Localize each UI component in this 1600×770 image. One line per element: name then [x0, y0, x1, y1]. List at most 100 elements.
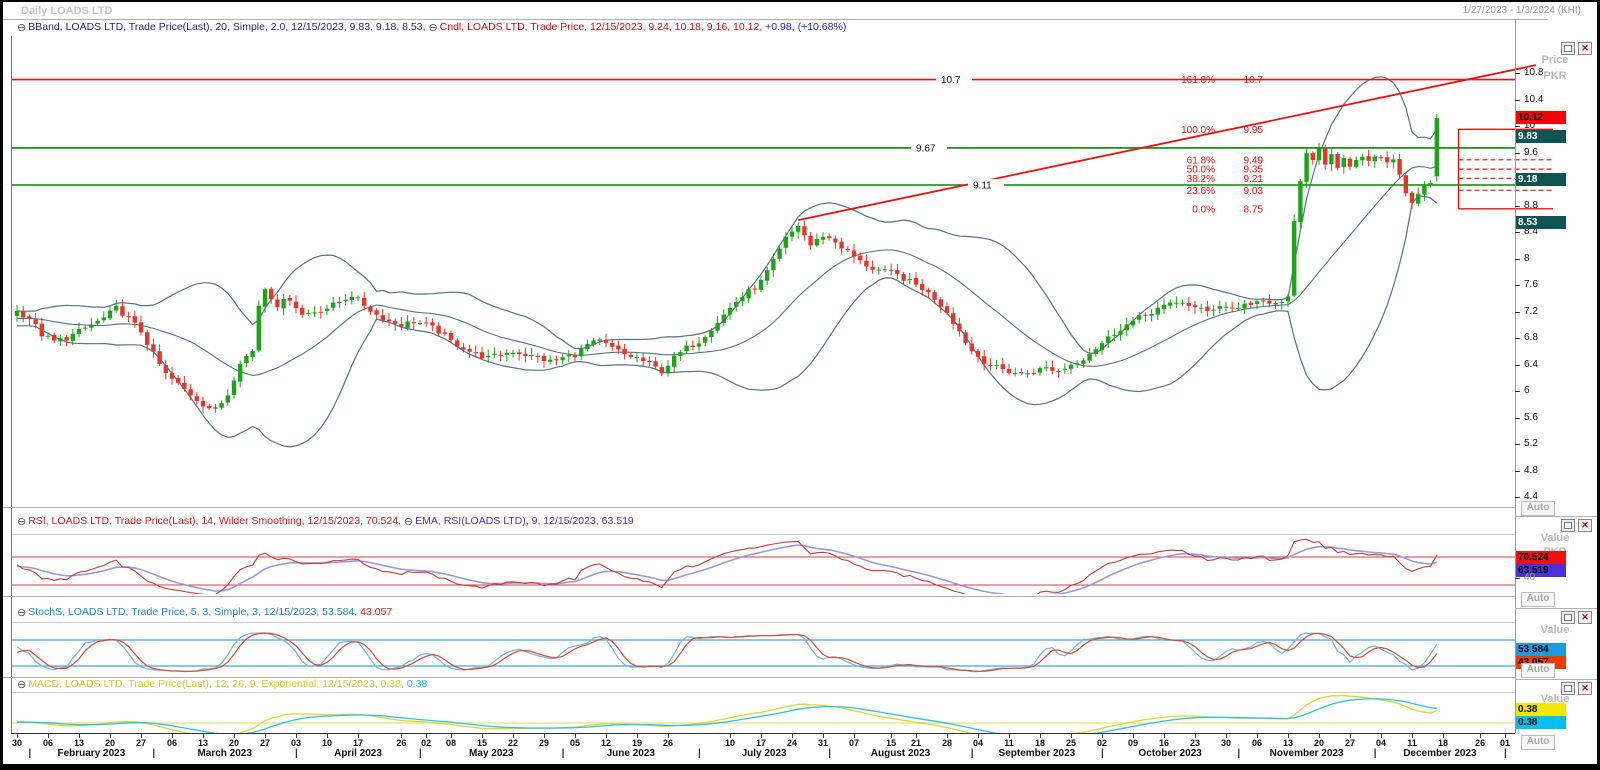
- titlebar-divider: [3, 19, 1548, 20]
- rsi-axis-auto-button[interactable]: Auto: [1521, 592, 1555, 607]
- x-axis-week-label: 21: [910, 738, 921, 748]
- x-axis-auto-button[interactable]: Auto: [1521, 735, 1555, 750]
- x-axis-tick-mark: [482, 734, 483, 738]
- date-range-label: 1/27/2023 - 1/3/2024 (KHI): [1462, 5, 1581, 16]
- x-axis-week-label: 18: [1437, 738, 1448, 748]
- x-axis-tick-mark: [141, 734, 142, 738]
- bband-upper-badge: 9.83: [1516, 130, 1566, 144]
- svg-text:61.8%: 61.8%: [1187, 155, 1215, 166]
- change-legend-label: +0.98, (+10.68%): [765, 21, 847, 33]
- x-axis-month-separator: |: [561, 748, 565, 759]
- x-axis-tick-mark: [1288, 734, 1289, 738]
- candle-legend-label[interactable]: Cndl, LOADS LTD, Trade Price, 12/15/2023…: [439, 21, 763, 33]
- x-axis-week-label: 01: [1499, 738, 1510, 748]
- x-axis-tick-mark: [1480, 734, 1482, 738]
- rsi-ema-legend-label[interactable]: EMA, RSI(LOADS LTD), 9, 12/15/2023, 63.5…: [415, 515, 634, 527]
- x-axis-month-label: September 2023: [998, 748, 1076, 759]
- x-axis-tick-mark: [1443, 734, 1444, 738]
- stoch-k-badge: 53.584: [1516, 643, 1566, 656]
- price-panel-restore-button[interactable]: [1561, 42, 1575, 55]
- price-tick-dash: [1515, 470, 1520, 472]
- stoch-chart-svg[interactable]: [11, 622, 1515, 676]
- macd-panel-restore-button[interactable]: [1561, 682, 1575, 695]
- price-tick-dash: [1515, 205, 1520, 207]
- svg-text:50.0%: 50.0%: [1187, 165, 1215, 176]
- x-axis-month-label: May 2023: [469, 748, 514, 759]
- x-axis-week-label: 17: [352, 738, 363, 748]
- x-axis-week-label: 27: [259, 738, 270, 748]
- stoch-axis-auto-button[interactable]: Auto: [1521, 663, 1555, 678]
- x-axis-week-label: 09: [1127, 738, 1138, 748]
- price-tick-dash: [1515, 364, 1520, 366]
- last-price-badge: 10.12: [1516, 111, 1566, 125]
- x-axis-week-label: 26: [396, 738, 407, 748]
- x-axis-week-label: 11: [1004, 738, 1014, 748]
- macd-panel-close-button[interactable]: ✕: [1578, 682, 1592, 695]
- stoch-legend: ⊖ StochS, LOADS LTD, Trade Price, 5, 3, S…: [17, 606, 392, 619]
- rsi-legend-label[interactable]: RSI, LOADS LTD, Trade Price(Last), 14, W…: [28, 515, 401, 527]
- x-axis-tick-mark: [637, 734, 638, 738]
- x-axis-tick-mark: [978, 734, 979, 738]
- collapse-macd-icon[interactable]: ⊖: [17, 679, 27, 691]
- stoch-d-legend-label: 43.057: [360, 606, 393, 618]
- x-axis-tick-mark: [79, 734, 80, 738]
- macd-chart-svg[interactable]: [11, 692, 1515, 733]
- x-axis-tick-mark: [1133, 734, 1134, 738]
- x-axis-week-label: 28: [941, 738, 952, 748]
- rsi-stoch-divider: [3, 596, 1515, 597]
- x-axis-month-separator: |: [828, 748, 831, 759]
- x-axis-tick-mark: [947, 734, 948, 738]
- main-legend: ⊖ BBand, LOADS LTD, Trade Price(Last), 20…: [17, 21, 846, 34]
- svg-text:9.35: 9.35: [1244, 165, 1264, 176]
- macd-signal-legend-label: 0.38: [406, 678, 428, 690]
- price-axis-auto-button[interactable]: Auto: [1521, 501, 1555, 516]
- x-axis-week-label: 02: [421, 738, 432, 748]
- price-tick-label: 8.8: [1524, 199, 1538, 211]
- x-axis-month-separator: |: [419, 748, 422, 759]
- x-axis-week-label: 30: [1220, 738, 1231, 748]
- x-axis-month-label: August 2023: [870, 748, 931, 759]
- rsi-legend: ⊖ RSI, LOADS LTD, Trade Price(Last), 14, …: [17, 515, 634, 528]
- x-axis-tick-mark: [1381, 734, 1382, 738]
- collapse-bband-icon[interactable]: ⊖: [17, 22, 27, 34]
- x-axis-week-label: 03: [290, 738, 301, 748]
- svg-text:9.11: 9.11: [973, 181, 992, 192]
- collapse-rsi-ema-icon[interactable]: ⊖: [403, 516, 414, 528]
- restore-icon: [1564, 614, 1572, 621]
- svg-text:9.95: 9.95: [1244, 125, 1264, 136]
- x-axis-week-label: 20: [104, 738, 115, 748]
- x-axis-week-label: 13: [73, 738, 84, 748]
- x-axis-tick-mark: [916, 734, 917, 738]
- collapse-rsi-icon[interactable]: ⊖: [17, 516, 27, 528]
- rsi-panel-close-button[interactable]: ✕: [1578, 519, 1592, 532]
- rsi-chart-svg[interactable]: [11, 534, 1515, 594]
- svg-text:9.49: 9.49: [1244, 155, 1264, 166]
- price-panel-close-button[interactable]: ✕: [1578, 42, 1592, 55]
- x-axis-month-label: November 2023: [1269, 748, 1344, 759]
- stoch-panel-close-button[interactable]: ✕: [1578, 611, 1592, 624]
- chart-title: Daily LOADS LTD: [21, 5, 113, 17]
- x-axis-tick-mark: [1164, 734, 1165, 738]
- x-axis-month-separator: |: [1373, 748, 1377, 759]
- x-axis-week-label: 16: [1158, 738, 1169, 748]
- restore-icon: [1564, 522, 1572, 529]
- svg-text:161.8%: 161.8%: [1181, 75, 1215, 86]
- price-tick-dash: [1515, 285, 1520, 286]
- rsi-panel-restore-button[interactable]: [1561, 519, 1575, 532]
- stoch-macd-divider: [3, 677, 1515, 678]
- x-axis-tick-mark: [1071, 734, 1072, 738]
- stoch-legend-label[interactable]: StochS, LOADS LTD, Trade Price, 5, 3, Si…: [28, 606, 358, 618]
- collapse-stoch-icon[interactable]: ⊖: [17, 607, 27, 619]
- stoch-panel-restore-button[interactable]: [1561, 611, 1575, 624]
- x-axis-month-label: October 2023: [1138, 748, 1202, 759]
- bband-legend-label[interactable]: BBand, LOADS LTD, Trade Price(Last), 20,…: [28, 21, 426, 33]
- collapse-candle-icon[interactable]: ⊖: [428, 22, 438, 34]
- x-axis-tick-mark: [48, 734, 49, 738]
- x-axis-tick-mark: [1319, 734, 1320, 738]
- x-axis-week-label: 04: [972, 738, 983, 748]
- x-axis-month-separator: |: [152, 748, 156, 759]
- macd-legend-label[interactable]: MACD, LOADS LTD, Trade Price(Last), 12, …: [28, 678, 404, 690]
- restore-icon: [1564, 685, 1572, 692]
